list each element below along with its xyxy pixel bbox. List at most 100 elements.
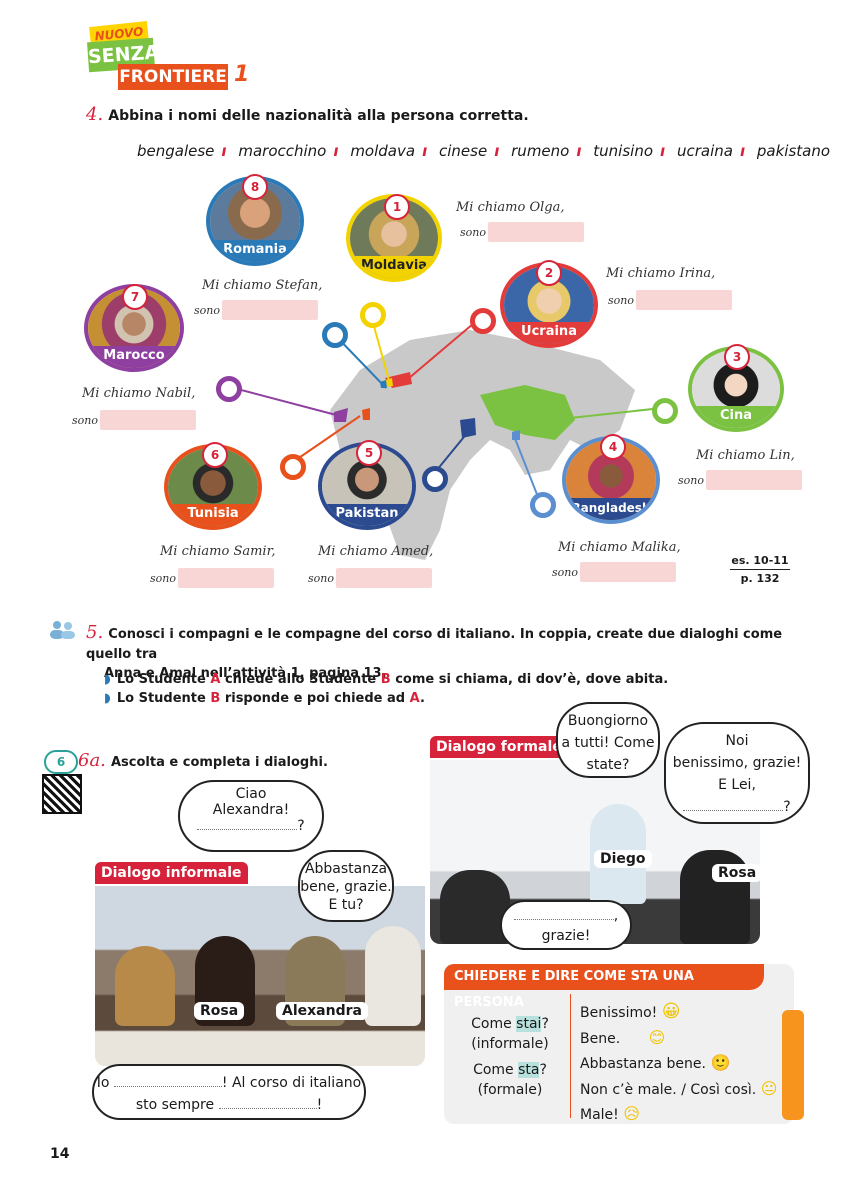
blank-field[interactable] <box>683 810 784 811</box>
country-label: Pakistan <box>322 504 412 526</box>
bullet-2: ◗ Lo Studente B risponde e poi chiede ad … <box>104 691 425 706</box>
blank-field[interactable] <box>197 829 298 830</box>
exercise-number: 6a. <box>78 750 106 771</box>
bubble-text: Buongiorno <box>567 713 649 729</box>
map-pin-ucraina <box>470 308 496 334</box>
country-label: Bangladesh <box>566 498 656 520</box>
pakistan-highlight <box>460 418 476 438</box>
answer-text: Benissimo! <box>580 1005 658 1021</box>
formal-dialog-tag: Dialogo formale <box>430 736 568 758</box>
answer-text: Non c’è male. / Così così. <box>580 1081 757 1098</box>
exercise-6-heading: 6a. Ascolta e completa i dialoghi. <box>78 750 328 771</box>
speech-bubble-buongiorno: Buongiorno a tutti! Come state? <box>556 702 660 778</box>
answer-field-nabil[interactable] <box>100 410 196 430</box>
bullet-1: ◗ Lo Studente A chiede allo Studente B co… <box>104 672 669 687</box>
reference-line-2: p. 132 <box>740 572 780 585</box>
bubble-text: Noi <box>725 733 749 749</box>
audio-track-button[interactable]: 6 <box>44 750 78 774</box>
question-informal: Come stai? (informale) <box>471 1016 549 1052</box>
sono-label: sono <box>552 566 578 579</box>
number-badge: 6 <box>202 442 228 468</box>
speech-line: Mi chiamo Stefan, <box>202 278 323 293</box>
map-pin-moldavia <box>360 302 386 328</box>
speech-line: Mi chiamo Malika, <box>558 540 681 555</box>
name-label-rosa-formal: Rosa <box>712 864 763 882</box>
country-label: Moldavia <box>350 256 438 278</box>
name-label-alexandra: Alexandra <box>276 1002 368 1020</box>
map-pin-cina <box>652 398 678 424</box>
blank-field[interactable] <box>218 1108 317 1109</box>
answer-field-stefan[interactable] <box>222 300 318 320</box>
informal-dialog-tag: Dialogo informale <box>95 862 248 884</box>
name-label-rosa: Rosa <box>194 1002 245 1020</box>
country-label: Tunisia <box>168 504 258 526</box>
number-badge: 1 <box>384 194 410 220</box>
number-badge: 8 <box>242 174 268 200</box>
bubble-text: state? <box>586 757 630 773</box>
map-pin-marocco <box>216 376 242 402</box>
answer-field-malika[interactable] <box>580 562 676 582</box>
bubble-text: a tutti! Come <box>561 735 655 751</box>
answer-text: Abbastanza bene. <box>580 1056 706 1072</box>
exercise-title: Ascolta e completa i dialoghi. <box>111 755 328 770</box>
name-label-diego: Diego <box>594 850 652 868</box>
exercise-number: 5. <box>86 622 104 643</box>
speech-bubble-noi: Noi benissimo, grazie! E Lei, ? <box>664 722 810 824</box>
blank-field[interactable] <box>113 1086 222 1087</box>
qr-code-icon[interactable] <box>42 774 82 814</box>
answer-text: Male! <box>580 1107 619 1123</box>
country-label: Romania <box>210 240 300 262</box>
answer-field-lin[interactable] <box>706 470 802 490</box>
exercise-title-line-1: Conosci i compagni e le compagne del cor… <box>86 627 783 662</box>
sono-label: sono <box>72 414 98 427</box>
map-pin-romania <box>322 322 348 348</box>
number-badge: 4 <box>600 434 626 460</box>
info-box <box>444 964 794 1124</box>
speech-line: Mi chiamo Lin, <box>696 448 795 463</box>
answer-text: Bene. <box>580 1030 621 1047</box>
exercise-number: 4. <box>86 104 104 125</box>
tunisia-highlight <box>362 408 370 420</box>
country-label: Marocco <box>88 346 180 368</box>
answer-field-olga[interactable] <box>488 222 584 242</box>
sono-label: sono <box>678 474 704 487</box>
map-pin-pakistan <box>422 466 448 492</box>
speech-line: Mi chiamo Olga, <box>456 200 565 215</box>
speech-line: Mi chiamo Nabil, <box>82 386 196 401</box>
answer-field-irina[interactable] <box>636 290 732 310</box>
map-pin-tunisia <box>280 454 306 480</box>
sono-label: sono <box>150 572 176 585</box>
sad-face-icon: 😥 <box>623 1104 640 1123</box>
question-formal: Come sta? (formale) <box>473 1062 547 1098</box>
number-badge: 5 <box>356 440 382 466</box>
smile-face-icon: 😊 <box>648 1027 666 1047</box>
sono-label: sono <box>608 294 634 307</box>
info-box-header: CHIEDERE E DIRE COME STA UNA PERSONA <box>444 964 764 1010</box>
slight-smile-face-icon: 🙂 <box>710 1053 731 1072</box>
neutral-face-icon: 😐 <box>760 1078 778 1098</box>
logo-volume: 1 <box>234 62 250 87</box>
bubble-text: Ciao <box>235 786 267 802</box>
word: marocchino <box>238 142 327 160</box>
page-number: 14 <box>50 1146 70 1162</box>
word: bengalese <box>137 142 215 160</box>
speech-bubble-greeting: Ciao Alexandra! ? <box>178 780 324 852</box>
speech-bubble-io: Io ! Al corso di italiano sto sempre ! <box>92 1064 366 1120</box>
word: ucraina <box>676 142 733 160</box>
photo-lin: Cina <box>688 346 784 432</box>
bubble-text: Abbastanza <box>304 861 388 877</box>
blank-field[interactable] <box>513 919 614 920</box>
number-badge: 3 <box>724 344 750 370</box>
word: moldava <box>350 142 416 160</box>
info-box-accent <box>782 1010 804 1120</box>
answer-field-amed[interactable] <box>336 568 432 588</box>
reference-line-1: es. 10-11 <box>730 554 790 570</box>
photo-olga: Moldavia <box>346 194 442 282</box>
logo-frontiere: FRONTIERE <box>118 64 228 90</box>
country-label: Cina <box>692 406 780 428</box>
word-bank: bengalese ı marocchino ı moldava ı cinese ı … <box>137 142 831 160</box>
info-box-divider <box>570 994 571 1118</box>
bubble-text: benissimo, grazie! <box>672 755 802 771</box>
photo-samir: Tunisia <box>164 444 262 530</box>
answer-field-samir[interactable] <box>178 568 274 588</box>
